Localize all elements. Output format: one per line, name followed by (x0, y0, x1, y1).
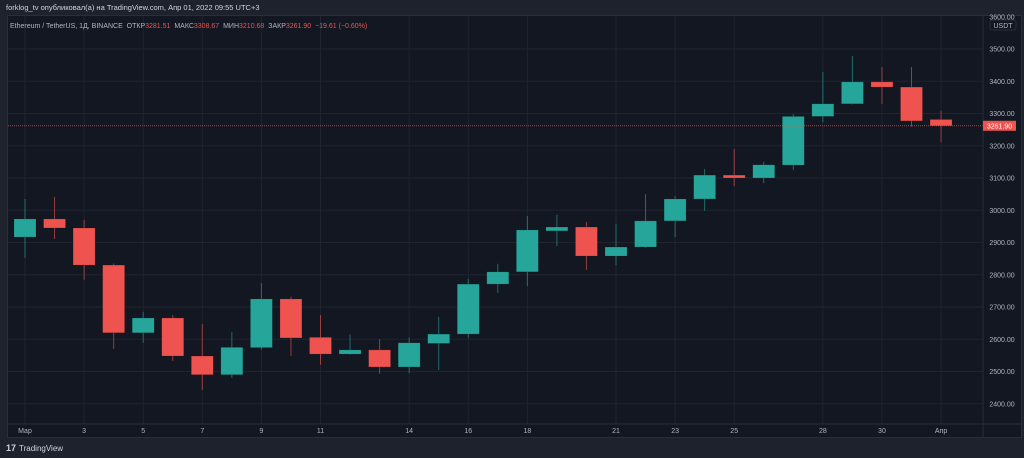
y-tick-label: 2500.00 (989, 369, 1014, 376)
y-tick-label: 2600.00 (989, 337, 1014, 344)
candle-body (397, 342, 421, 368)
open-value: 3281.51 (145, 23, 171, 30)
candle-body (368, 349, 391, 368)
x-tick-label: 5 (141, 428, 145, 435)
candle-body (456, 283, 480, 335)
x-tick-label: 7 (200, 428, 204, 435)
y-tick-label: 3300.00 (989, 111, 1014, 118)
x-tick-label: 3 (82, 428, 86, 435)
candle-body (43, 218, 66, 229)
x-tick-label: 9 (259, 428, 263, 435)
symbol-legend: Ethereum / TetherUS, 1Д, BINANCE ОТКР328… (10, 23, 367, 30)
x-tick-label: 21 (612, 428, 620, 435)
x-tick-label: Мар (18, 428, 32, 435)
candle-body (722, 174, 746, 179)
candle-body (72, 227, 96, 266)
low-label: МИН (223, 23, 240, 30)
candle-body (427, 333, 451, 344)
x-tick-label: 18 (523, 428, 531, 435)
grid (8, 16, 983, 424)
high-value: 3308.67 (193, 23, 220, 30)
candle-body (220, 347, 244, 376)
y-tick-label: 2700.00 (989, 305, 1014, 312)
candle-body (131, 317, 155, 334)
y-tick-label: 3600.00 (989, 14, 1014, 21)
close-label: ЗАКР (268, 23, 286, 30)
high-label: МАКС (174, 23, 194, 30)
candle-body (929, 119, 953, 127)
candle-body (870, 81, 894, 88)
currency-label: USDT (993, 23, 1013, 30)
x-tick-label: 23 (671, 428, 679, 435)
x-tick-label: Апр (935, 428, 947, 435)
candle-body (486, 271, 510, 285)
x-tick-label: 30 (878, 428, 886, 435)
candle-body (604, 246, 628, 257)
candle-body (575, 226, 598, 257)
candle-body (338, 349, 362, 355)
currency-badge (989, 19, 1017, 31)
y-tick-label: 3000.00 (989, 208, 1014, 215)
candle-body (250, 298, 273, 348)
candle-body (102, 264, 125, 334)
candle-body (13, 218, 37, 238)
publish-info: forklog_tv опубликовал(а) на TradingView… (6, 3, 260, 12)
candle-body (279, 298, 303, 339)
x-tick-label: 16 (464, 428, 472, 435)
tradingview-logo-icon: 17 (6, 443, 17, 453)
x-tick-label: 14 (405, 428, 413, 435)
y-tick-label: 3100.00 (989, 176, 1014, 183)
candle-body (811, 103, 835, 117)
x-tick-label: 11 (317, 428, 324, 435)
y-tick-label: 3200.00 (989, 143, 1014, 150)
brand-name[interactable]: TradingView (19, 443, 64, 453)
candle-body (191, 355, 214, 376)
candle-body (0, 237, 6, 334)
candle-body (545, 226, 569, 232)
close-value: 3261.90 (285, 23, 312, 30)
candle-body (663, 198, 687, 222)
symbol-name: Ethereum / TetherUS, 1Д, BINANCE (10, 23, 123, 30)
candle-body (693, 174, 716, 200)
candle-body (516, 229, 539, 273)
y-tick-label: 2900.00 (989, 240, 1014, 247)
last-price-label: 3261.90 (987, 123, 1012, 130)
candle-body (309, 337, 332, 355)
x-tick-label: 28 (819, 428, 827, 435)
candle-body (161, 317, 185, 357)
last-price-badge (983, 120, 1016, 131)
candle-body (841, 81, 864, 105)
low-value: 3210.68 (239, 23, 265, 30)
y-tick-label: 3400.00 (989, 79, 1014, 86)
y-tick-label: 2800.00 (989, 272, 1014, 279)
y-tick-label: 2400.00 (989, 401, 1014, 408)
candle-body (900, 86, 923, 122)
candle-body (752, 164, 776, 179)
y-tick-label: 3500.00 (989, 47, 1014, 54)
axes: 3600.00 3500.00 3400.00 3300.00 3200.00 3100.… (8, 14, 1022, 437)
change-value: −19.61 (−0.60%) (315, 23, 368, 30)
x-tick-label: 25 (730, 428, 738, 435)
open-label: ОТКР (126, 23, 146, 30)
footer: 17 TradingView (6, 443, 63, 453)
candles (0, 56, 983, 390)
candle-body (781, 116, 805, 166)
candle-body (634, 220, 657, 248)
